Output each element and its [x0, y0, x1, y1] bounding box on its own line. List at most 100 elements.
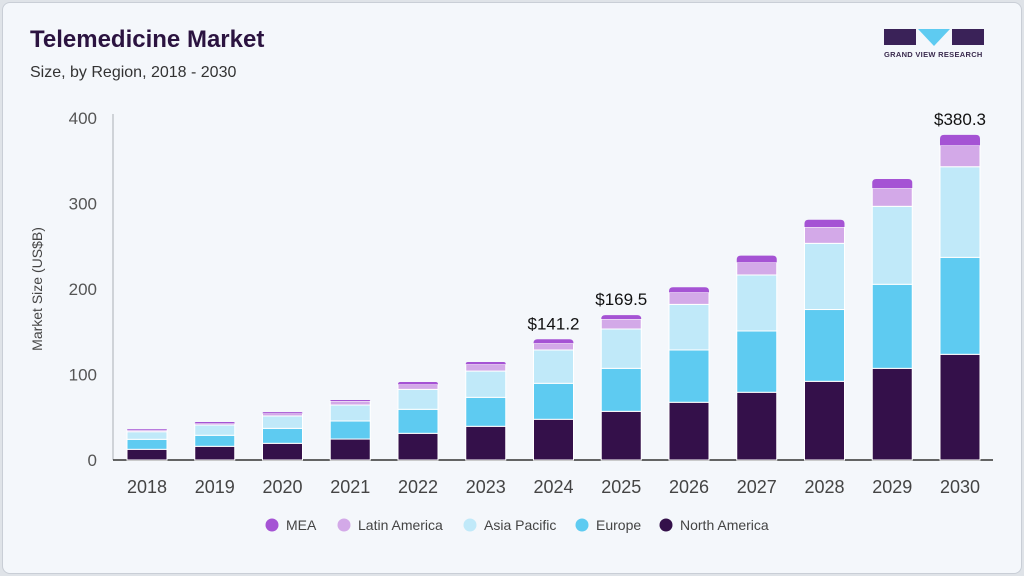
x-tick-label: 2023: [466, 477, 506, 497]
legend-item-mea: MEA: [265, 517, 317, 533]
bar-stack-2020: [262, 412, 303, 461]
bar-stack-2025: [600, 315, 642, 461]
legend-swatch: [463, 518, 477, 532]
bar-segment-north-america: [126, 448, 168, 461]
legend-item-asia-pacific: Asia Pacific: [463, 517, 556, 533]
bar-segment-north-america: [533, 418, 574, 461]
x-tick-label: 2020: [262, 477, 302, 497]
bar-stack-2028: [804, 219, 845, 461]
bar-segment-europe: [804, 309, 845, 382]
bar-segment-europe: [736, 330, 778, 393]
x-tick-label: 2028: [804, 477, 844, 497]
bar-segment-north-america: [262, 442, 303, 461]
y-tick-label: 0: [88, 451, 97, 470]
bar-segment-mea: [804, 219, 845, 228]
bar-segment-asia-pacific: [329, 404, 371, 422]
bar-segment-europe: [668, 349, 710, 403]
bar-segment-latin-america: [939, 144, 981, 168]
bar-segment-europe: [329, 420, 371, 440]
bar-segment-north-america: [397, 432, 439, 461]
y-axis-label: Market Size (US$B): [29, 227, 45, 351]
bar-segment-north-america: [736, 391, 778, 461]
bar-segment-mea: [940, 134, 980, 146]
bar-segment-europe: [194, 434, 236, 447]
bar-segment-latin-america: [668, 291, 710, 305]
bar-segment-asia-pacific: [871, 205, 913, 285]
x-tick-label: 2022: [398, 477, 438, 497]
bar-segment-asia-pacific: [668, 303, 710, 351]
legend-swatch: [337, 518, 351, 532]
legend-label: Europe: [596, 517, 641, 533]
bar-stack-2024: [533, 339, 574, 461]
legend-label: Latin America: [358, 517, 443, 533]
bar-segment-mea: [262, 412, 303, 414]
bar-segment-latin-america: [804, 226, 845, 244]
logo-text: GRAND VIEW RESEARCH: [884, 50, 983, 59]
bar-segment-europe: [871, 283, 913, 369]
bar-stack-2027: [736, 255, 778, 461]
legend-swatch: [575, 518, 589, 532]
data-label: $380.3: [934, 110, 986, 129]
data-label: $141.2: [528, 314, 580, 333]
bar-stack-2022: [397, 382, 439, 461]
bar-segment-mea: [872, 179, 913, 189]
bar-stack-2018: [126, 429, 168, 461]
bar-segment-mea: [601, 315, 642, 320]
bar-stack-2026: [668, 287, 710, 461]
bar-segment-asia-pacific: [397, 388, 439, 410]
x-tick-label: 2021: [330, 477, 370, 497]
bar-segment-latin-america: [126, 429, 168, 433]
bar-segment-latin-america: [329, 400, 371, 406]
bar-segment-north-america: [939, 353, 981, 461]
bar-segment-europe: [600, 367, 642, 412]
bar-segment-latin-america: [262, 412, 303, 417]
y-tick-label: 300: [69, 195, 97, 214]
bar-segment-latin-america: [736, 261, 778, 276]
bar-segment-mea: [398, 382, 438, 385]
x-tick-label: 2025: [601, 477, 641, 497]
y-tick-label: 400: [69, 109, 97, 128]
chart-subtitle: Size, by Region, 2018 - 2030: [30, 64, 237, 81]
bar-segment-asia-pacific: [194, 424, 236, 436]
bar-segment-asia-pacific: [600, 328, 642, 369]
bar-segment-mea: [127, 429, 167, 431]
bar-segment-europe: [397, 408, 439, 434]
grand-view-research-logo: GRAND VIEW RESEARCH: [884, 29, 984, 59]
x-tick-label: 2030: [940, 477, 980, 497]
data-label: $169.5: [595, 290, 647, 309]
bar-segment-asia-pacific: [533, 349, 574, 384]
bar-segment-mea: [669, 287, 709, 293]
bar-segment-europe: [533, 382, 574, 420]
bar-segment-asia-pacific: [939, 166, 981, 258]
x-tick-label: 2018: [127, 477, 167, 497]
bar-segment-mea: [533, 339, 574, 344]
chart-title: Telemedicine Market: [30, 26, 265, 53]
bar-segment-asia-pacific: [465, 370, 507, 398]
legend-item-north-america: North America: [659, 517, 769, 533]
bar-stack-2023: [465, 362, 507, 461]
bar-segment-europe: [465, 396, 507, 427]
legend-label: MEA: [286, 517, 317, 533]
legend-item-europe: Europe: [575, 517, 641, 533]
bar-segment-mea: [330, 399, 371, 402]
x-tick-label: 2019: [195, 477, 235, 497]
bar-segment-latin-america: [871, 187, 913, 207]
bar-segment-latin-america: [465, 363, 507, 372]
bar-segment-north-america: [465, 425, 507, 461]
bar-segment-latin-america: [600, 318, 642, 330]
legend-item-latin-america: Latin America: [337, 517, 443, 533]
x-tick-label: 2029: [872, 477, 912, 497]
bar-segment-north-america: [194, 445, 236, 461]
bar-segment-mea: [465, 362, 506, 365]
legend-swatch: [659, 518, 673, 532]
x-tick-label: 2027: [737, 477, 777, 497]
y-tick-label: 200: [69, 280, 97, 299]
bar-stack-2030: [939, 134, 981, 461]
bar-segment-north-america: [329, 438, 371, 461]
bar-segment-mea: [194, 422, 235, 424]
bar-segment-europe: [126, 438, 168, 450]
bar-segment-latin-america: [194, 422, 236, 426]
bar-stack-2029: [871, 179, 913, 461]
